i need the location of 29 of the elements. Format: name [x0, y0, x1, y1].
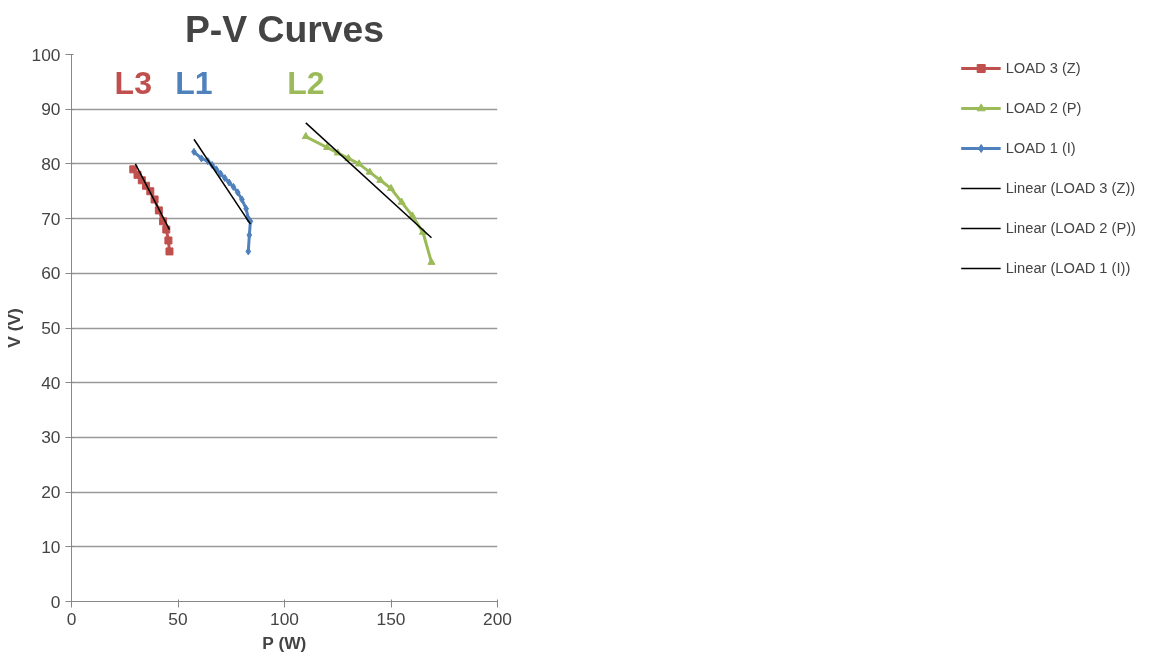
legend-label: Linear (LOAD 2 (P)): [1005, 220, 1136, 236]
x-tick-label: 50: [168, 608, 188, 629]
x-tick-label: 200: [483, 608, 512, 629]
chart-title: P-V Curves: [184, 7, 385, 50]
y-axis-title: V (V): [3, 308, 24, 348]
x-tick-label: 100: [270, 608, 299, 629]
x-tick-label: 0: [66, 608, 77, 629]
y-tick-label: 90: [41, 99, 61, 120]
x-axis-title: P (W): [262, 632, 307, 653]
y-tick-label: 80: [41, 153, 61, 174]
y-tick-label: 60: [41, 263, 61, 284]
y-tick-label: 100: [31, 44, 61, 65]
y-tick-label: 10: [41, 536, 61, 557]
legend-label: Linear (LOAD 1 (I)): [1005, 260, 1131, 276]
legend-label: LOAD 2 (P): [1005, 100, 1082, 116]
y-tick-label: 20: [41, 482, 61, 503]
y-tick-label: 50: [41, 318, 61, 338]
point: [165, 247, 174, 256]
y-tick-label: 0: [50, 591, 61, 612]
y-tick-label: 70: [41, 208, 61, 229]
y-tick-label: 30: [41, 427, 61, 448]
annotation: L1: [175, 64, 213, 101]
x-tick-label: 150: [376, 608, 406, 629]
annotation: L2: [287, 64, 325, 101]
annotation: L3: [114, 64, 152, 101]
legend-label: LOAD 1 (I): [1005, 140, 1076, 156]
legend-label: Linear (LOAD 3 (Z)): [1005, 180, 1136, 196]
y-tick-label: 40: [41, 372, 61, 393]
legend-label: LOAD 3 (Z): [1005, 60, 1081, 76]
